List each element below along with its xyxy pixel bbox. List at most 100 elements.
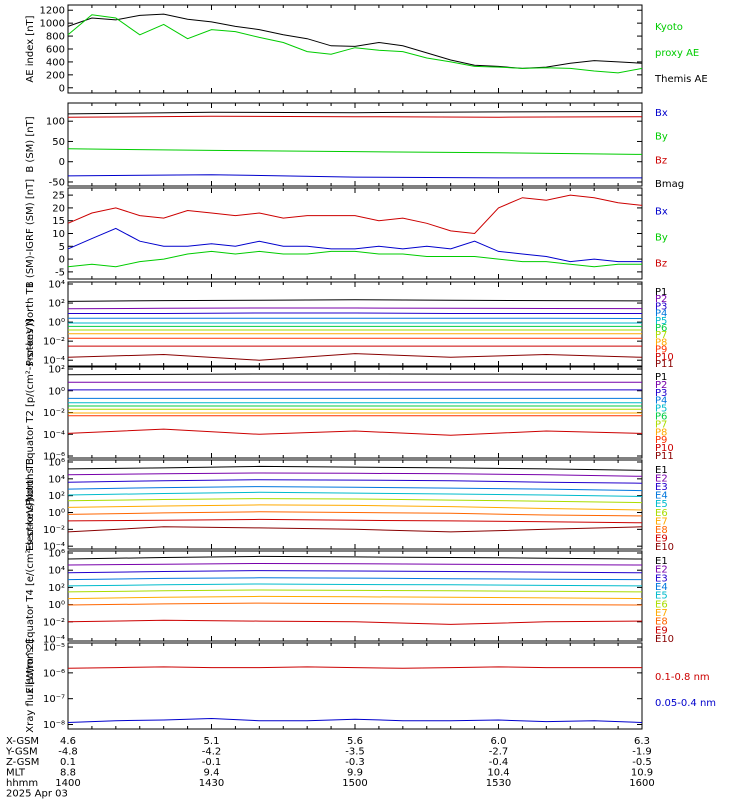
y-axis-label: Xray flux [W/m^2] [25, 639, 36, 733]
series-e3 [67, 479, 643, 484]
series-bz [67, 115, 643, 118]
legend-entry: By [655, 233, 668, 244]
y-tick-label: 10² [48, 583, 65, 594]
series-by [67, 148, 643, 155]
series-e8 [67, 602, 643, 606]
y-tick-label: 20 [52, 203, 65, 214]
series-e6 [67, 589, 643, 593]
legend-entry: P7 [655, 419, 667, 430]
legend-entry: Bx [655, 207, 668, 218]
series-e1 [67, 465, 643, 471]
series-bmag [67, 111, 643, 115]
y-axis-label: B (SM)-IGRF (SM) [nT] [25, 179, 36, 288]
legend-entry: P10 [655, 352, 674, 363]
series-p1 [67, 299, 643, 302]
legend-entry: P2 [655, 380, 667, 391]
y-tick-label: 0 [59, 255, 65, 266]
legend-entry: P9 [655, 435, 667, 446]
ephemeris-value: 9.4 [204, 768, 220, 779]
legend-entry: P11 [655, 451, 674, 462]
panel-frame [67, 642, 643, 730]
y-axis-label: Protons Equator T2 [p/(cm²-s-sr-keV)] [25, 319, 36, 506]
series-bz [67, 194, 643, 235]
legend-entry: P9 [655, 345, 667, 356]
ephemeris-value: -4.8 [58, 747, 78, 758]
y-tick-label: 10⁻⁴ [43, 542, 65, 553]
legend-entry: P3 [655, 301, 667, 312]
ephemeris-value: -2.7 [489, 747, 509, 758]
y-tick-label: -50 [49, 177, 65, 188]
series-themis-ae [67, 13, 643, 69]
legend-entry: P10 [655, 443, 674, 454]
ephemeris-value: -4.2 [202, 747, 222, 758]
ephemeris-value: 8.8 [60, 768, 76, 779]
legend-entry: 0.1-0.8 nm [655, 672, 710, 683]
panel-6: 10⁶ 10⁴ 10² 10⁰ 10⁻² 10⁻⁴ Electrons North T3 E1… [25, 458, 674, 554]
y-tick-label: 10⁻⁶ [43, 668, 65, 679]
legend-entry: P1 [655, 372, 667, 383]
y-tick-label: 0 [59, 157, 65, 168]
legend-entry: E5 [655, 499, 668, 510]
legend-entry: E6 [655, 508, 668, 519]
date-label: 2025 Apr 03 [6, 789, 68, 800]
legend-entry: Bmag [655, 179, 684, 190]
series-0-1-0-8-nm [67, 666, 642, 669]
y-tick-label: 10 [52, 229, 65, 240]
legend-entry: P11 [655, 359, 674, 370]
series-e3 [67, 570, 643, 574]
series-e10 [67, 526, 643, 533]
y-axis-label: Protons North T1 [25, 282, 36, 366]
y-tick-label: 10⁰ [48, 600, 65, 611]
legend-entry: E10 [655, 542, 674, 553]
legend-entry: Bx [655, 108, 668, 119]
ephemeris-value: 6.3 [634, 736, 650, 747]
legend-entry: P2 [655, 294, 667, 305]
y-tick-label: 600 [46, 45, 65, 56]
y-tick-label: 10⁻⁵ [43, 643, 65, 654]
ephemeris-value: 1530 [486, 778, 511, 789]
y-tick-label: 25 [52, 191, 65, 202]
legend-entry: E9 [655, 625, 668, 636]
legend-entry: P5 [655, 316, 667, 327]
ephemeris-value: -0.3 [345, 757, 365, 768]
y-tick-label: 10² [48, 365, 65, 376]
legend-entry: P4 [655, 396, 667, 407]
y-tick-label: 10² [48, 299, 65, 310]
panel-2: 100 50 0 -50 B (SM) [nT] Bx By Bz Bmag [25, 102, 684, 190]
y-tick-label: 10⁻⁸ [43, 720, 65, 731]
legend-entry: E1 [655, 465, 668, 476]
ephemeris-value: 0.1 [60, 757, 76, 768]
ephemeris-value: 5.1 [204, 736, 220, 747]
ephemeris-value: 10.9 [631, 768, 653, 779]
y-axis-label: B (SM) [nT] [25, 116, 36, 172]
series-e5 [67, 583, 643, 587]
series-p1 [67, 373, 643, 376]
legend-entry: Themis AE [654, 74, 708, 85]
series-bx [67, 227, 642, 263]
series-e7 [67, 595, 643, 600]
legend-entry: E1 [655, 556, 668, 567]
ephemeris-value: -0.4 [489, 757, 509, 768]
legend-entry: E7 [655, 516, 668, 527]
y-tick-label: 10⁻⁷ [43, 694, 65, 705]
y-axis-label: Electrons North T3 [25, 458, 36, 551]
series-p10 [67, 428, 643, 436]
y-tick-label: 10⁻² [43, 617, 65, 628]
y-tick-label: 10⁻⁴ [43, 635, 65, 646]
series-e4 [67, 577, 643, 581]
y-tick-label: 10⁻⁴ [43, 430, 65, 441]
y-tick-label: 10² [48, 491, 65, 502]
y-tick-label: 100 [46, 117, 65, 128]
series-e8 [67, 511, 643, 517]
ephemeris-label: X-GSM [6, 736, 39, 747]
ephemeris-value: 1500 [342, 778, 367, 789]
y-tick-label: 10⁰ [48, 386, 65, 397]
series-p3 [68, 312, 642, 314]
legend-entry: E6 [655, 599, 668, 610]
legend-entry: P3 [655, 388, 667, 399]
y-tick-label: 10⁻² [43, 525, 65, 536]
legend-entry: Bz [655, 259, 667, 270]
ephemeris-value: 1400 [55, 778, 80, 789]
